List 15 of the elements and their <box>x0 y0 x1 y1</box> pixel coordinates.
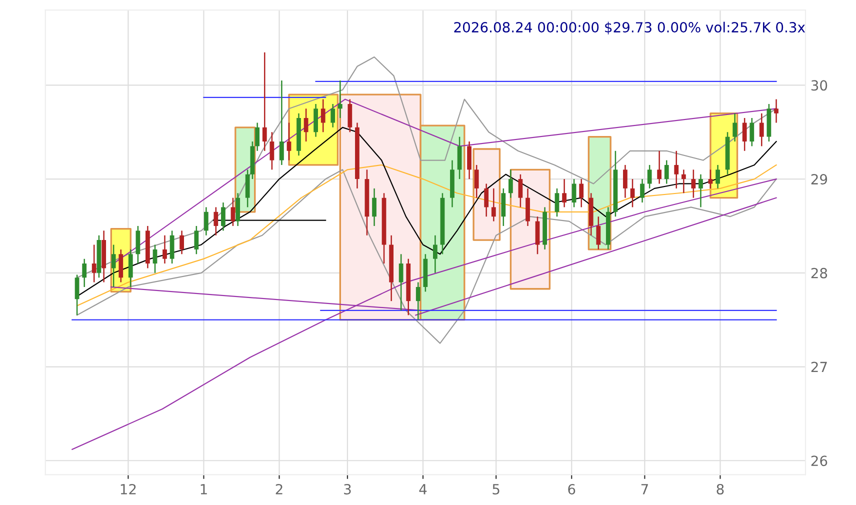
y-tick-label: 28 <box>811 268 828 278</box>
y-tick-label: 26 <box>811 456 828 466</box>
y-tick-label: 27 <box>811 362 827 372</box>
x-tick-label: 12 <box>120 484 136 494</box>
y-tick-label: 30 <box>811 80 828 91</box>
x-tick-label: 4 <box>419 484 427 494</box>
text: 2026.08.24 00:00:00 $29.73 0.00% vol:25.7K 0.3x <box>454 22 806 34</box>
x-tick-label: 3 <box>344 484 351 494</box>
x-tick-label: 5 <box>492 484 500 494</box>
x-tick-label: 8 <box>716 484 724 494</box>
y-tick-label: 29 <box>811 174 828 185</box>
x-tick-label: 2 <box>276 484 282 494</box>
x-tick-label: 6 <box>568 484 576 494</box>
x-tick-label: 7 <box>641 484 648 494</box>
x-tick-label: 1 <box>200 484 207 494</box>
